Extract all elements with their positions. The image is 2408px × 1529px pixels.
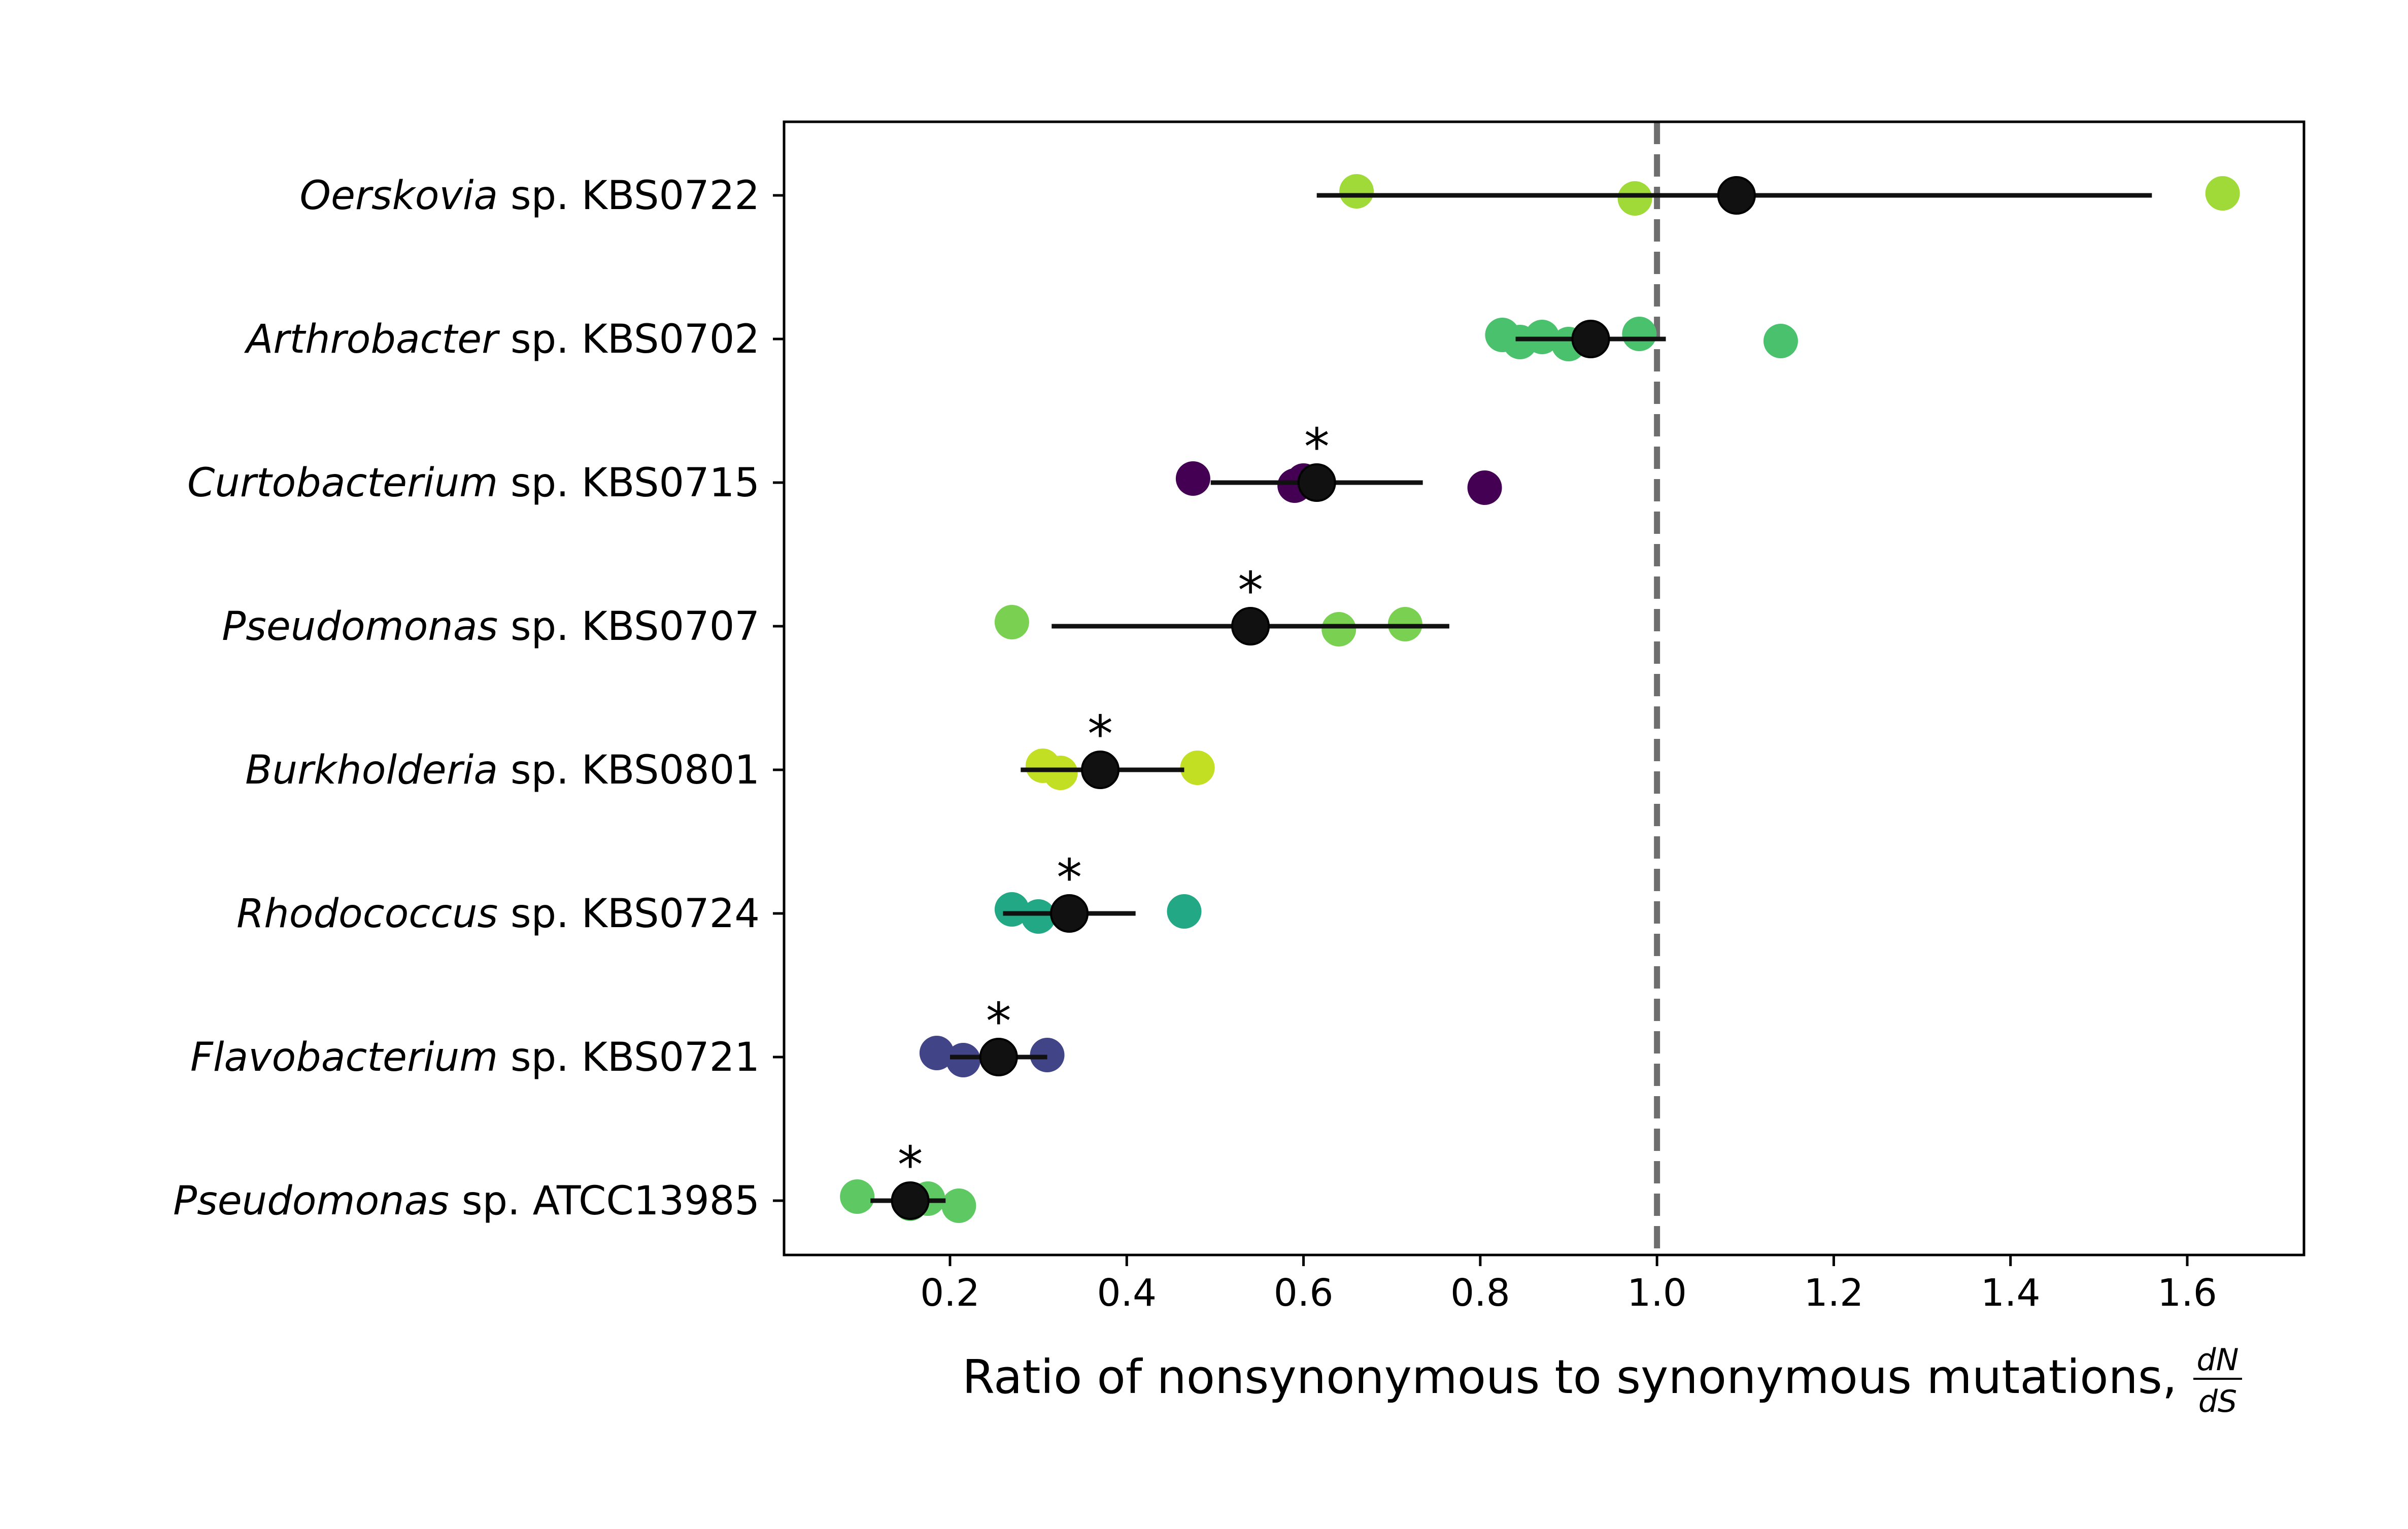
mean-point: [1717, 176, 1756, 215]
mean-point: [979, 1038, 1018, 1076]
y-tick-label-strain: sp. KBS0702: [498, 317, 760, 362]
replicate-point: [1175, 461, 1210, 496]
y-tick-label-strain: sp. ATCC13985: [449, 1178, 760, 1224]
plot-frame: [783, 120, 2305, 1256]
x-tick-label: 1.4: [1981, 1271, 2041, 1315]
y-tick-label-strain: sp. KBS0801: [498, 747, 760, 793]
y-tick-label-genus: Rhodococcus: [236, 891, 498, 937]
replicate-point: [1021, 899, 1056, 934]
mean-point: [891, 1181, 930, 1220]
y-tick-label: Arthrobacter sp. KBS0702: [244, 317, 760, 362]
y-tick-label-strain: sp. KBS0707: [498, 604, 760, 650]
y-tick-label: Pseudomonas sp. KBS0707: [222, 604, 760, 650]
y-tick-label: Flavobacterium sp. KBS0721: [190, 1035, 760, 1080]
x-tick-label: 0.2: [920, 1271, 980, 1315]
replicate-point: [1321, 612, 1356, 647]
significance-star: *: [1057, 848, 1082, 907]
x-axis-label-numerator: dN: [2197, 1342, 2239, 1378]
x-tick-label: 0.8: [1450, 1271, 1510, 1315]
y-tick-label-genus: Pseudomonas: [222, 604, 498, 650]
significance-star: *: [1238, 561, 1263, 620]
replicate-point: [840, 1179, 875, 1214]
y-tick-label-strain: sp. KBS0721: [498, 1035, 760, 1080]
replicate-point: [1467, 470, 1502, 505]
x-tick-label: 0.6: [1274, 1271, 1334, 1315]
x-tick-label: 1.0: [1627, 1271, 1687, 1315]
replicate-point: [941, 1188, 976, 1223]
mean-point: [1231, 607, 1270, 645]
y-tick-label: Burkholderia sp. KBS0801: [245, 747, 760, 793]
y-tick-label: Rhodococcus sp. KBS0724: [236, 891, 760, 937]
replicate-point: [1763, 324, 1798, 358]
mean-point: [1050, 894, 1089, 933]
replicate-point: [946, 1043, 981, 1077]
y-tick-label-strain: sp. KBS0722: [498, 173, 760, 219]
x-axis-title: Ratio of nonsynonymous to synonymous mut…: [962, 1342, 2242, 1419]
y-tick-label-strain: sp. KBS0715: [498, 460, 760, 506]
replicate-point: [919, 1036, 954, 1070]
replicate-point: [2205, 176, 2240, 211]
y-tick-label-genus: Arthrobacter: [244, 317, 500, 362]
y-tick-label-genus: Flavobacterium: [190, 1035, 498, 1080]
y-tick-label-genus: Pseudomonas: [173, 1178, 449, 1224]
replicate-point: [1167, 894, 1202, 929]
mean-point: [1081, 751, 1120, 789]
replicate-point: [1617, 181, 1652, 216]
mean-point: [1297, 463, 1336, 502]
x-tick-label: 1.2: [1804, 1271, 1864, 1315]
x-tick-label: 1.6: [2157, 1271, 2217, 1315]
y-tick-label: Curtobacterium sp. KBS0715: [187, 460, 760, 506]
replicate-point: [994, 605, 1029, 639]
replicate-point: [1180, 751, 1215, 785]
y-tick-label-strain: sp. KBS0724: [498, 891, 760, 937]
mean-point: [1571, 320, 1610, 358]
x-tick-label: 0.4: [1097, 1271, 1157, 1315]
significance-star: *: [1088, 704, 1113, 764]
y-tick-label-genus: Burkholderia: [245, 747, 498, 793]
significance-star: *: [898, 1135, 923, 1195]
replicate-point: [1622, 317, 1657, 351]
x-axis-label-denominator: dS: [2198, 1384, 2237, 1419]
y-tick-label: Oerskovia sp. KBS0722: [300, 173, 760, 219]
x-axis-label: Ratio of nonsynonymous to synonymous mut…: [962, 1350, 2177, 1404]
y-tick-label-genus: Curtobacterium: [187, 460, 498, 506]
replicate-point: [1043, 756, 1078, 790]
y-tick-label: Pseudomonas sp. ATCC13985: [173, 1178, 760, 1224]
replicate-point: [994, 892, 1029, 927]
y-tick-label-genus: Oerskovia: [300, 173, 498, 219]
replicate-point: [1339, 174, 1374, 209]
significance-star: *: [1304, 417, 1330, 477]
significance-star: *: [986, 992, 1011, 1051]
